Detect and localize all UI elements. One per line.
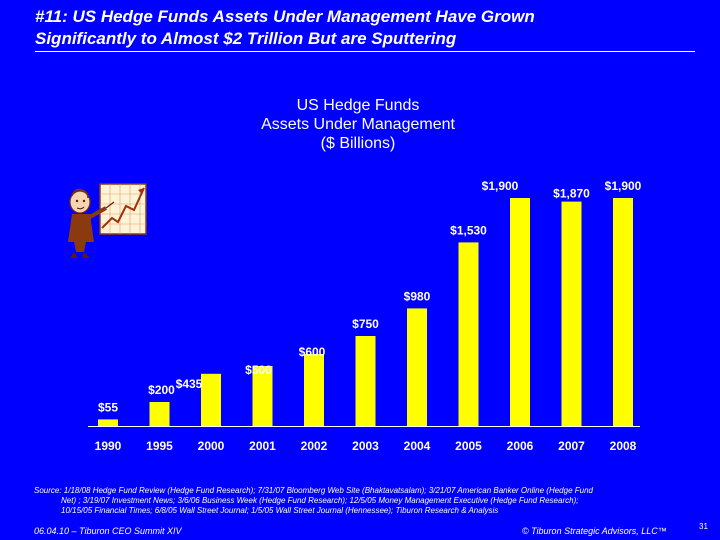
bar-2002 — [304, 354, 324, 426]
bar-2000 — [201, 373, 221, 426]
x-tick-label-1990: 1990 — [95, 439, 122, 453]
x-tick-label-1995: 1995 — [146, 439, 173, 453]
bar-2001 — [252, 366, 273, 426]
data-label-2000: $435 — [176, 377, 203, 391]
x-tick-label-2005: 2005 — [455, 439, 482, 453]
slide-title-line-1: #11: US Hedge Funds Assets Under Managem… — [35, 7, 535, 26]
source-note: Source: 1/18/08 Hedge Fund Review (Hedge… — [34, 486, 674, 516]
source-line-3: 10/15/05 Financial Times; 6/8/05 Wall St… — [61, 506, 499, 515]
bar-2006 — [510, 198, 530, 426]
bar-2007 — [561, 201, 582, 426]
x-tick-label-2000: 2000 — [198, 439, 225, 453]
data-label-2006: $1,900 — [482, 179, 519, 193]
data-label-2003: $750 — [352, 317, 379, 331]
source-line-2: Net) ; 3/19/07 Investment News; 3/6/06 B… — [61, 496, 579, 505]
x-tick-label-2002: 2002 — [301, 439, 328, 453]
chart-title-line-2: Assets Under Management — [261, 116, 455, 133]
bar-1995 — [149, 402, 170, 426]
data-label-2005: $1,530 — [450, 223, 487, 237]
data-label-2007: $1,870 — [553, 187, 590, 201]
data-label-2004: $980 — [404, 289, 431, 303]
chart-title-line-1: US Hedge Funds — [296, 97, 420, 114]
x-tick-label-2003: 2003 — [352, 439, 379, 453]
bar-1990 — [98, 419, 118, 426]
x-tick-label-2001: 2001 — [249, 439, 276, 453]
bar-2008 — [613, 198, 633, 426]
x-tick-label-2008: 2008 — [610, 439, 637, 453]
source-line-1: Source: 1/18/08 Hedge Fund Review (Hedge… — [34, 486, 593, 495]
bar-2003 — [355, 336, 376, 426]
bar-2005 — [458, 242, 479, 426]
footer-copyright: © Tiburon Strategic Advisors, LLC™ — [522, 526, 667, 536]
chart-title-line-3: ($ Billions) — [320, 135, 396, 152]
x-tick-label-2004: 2004 — [404, 439, 431, 453]
data-label-1990: $55 — [98, 400, 118, 414]
slide-title: #11: US Hedge Funds Assets Under Managem… — [35, 6, 695, 52]
x-tick-label-2006: 2006 — [507, 439, 534, 453]
page-number: 31 — [699, 522, 708, 531]
data-label-1995: $200 — [148, 383, 175, 397]
bar-2004 — [407, 308, 427, 426]
data-label-2008: $1,900 — [605, 179, 642, 193]
data-label-2002: $600 — [299, 345, 326, 359]
data-label-2001: $500 — [245, 363, 272, 377]
presenter-with-growth-chart-icon — [68, 183, 147, 258]
slide-title-line-2: Significantly to Almost $2 Trillion But … — [35, 29, 457, 48]
x-tick-label-2007: 2007 — [558, 439, 585, 453]
footer-event: 06.04.10 – Tiburon CEO Summit XIV — [34, 526, 182, 536]
chart-title: US Hedge Funds Assets Under Management (… — [0, 96, 716, 153]
